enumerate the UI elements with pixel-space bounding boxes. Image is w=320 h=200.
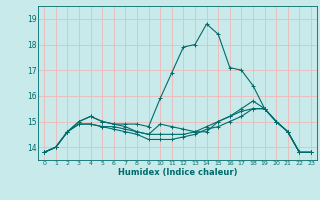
X-axis label: Humidex (Indice chaleur): Humidex (Indice chaleur) <box>118 168 237 177</box>
